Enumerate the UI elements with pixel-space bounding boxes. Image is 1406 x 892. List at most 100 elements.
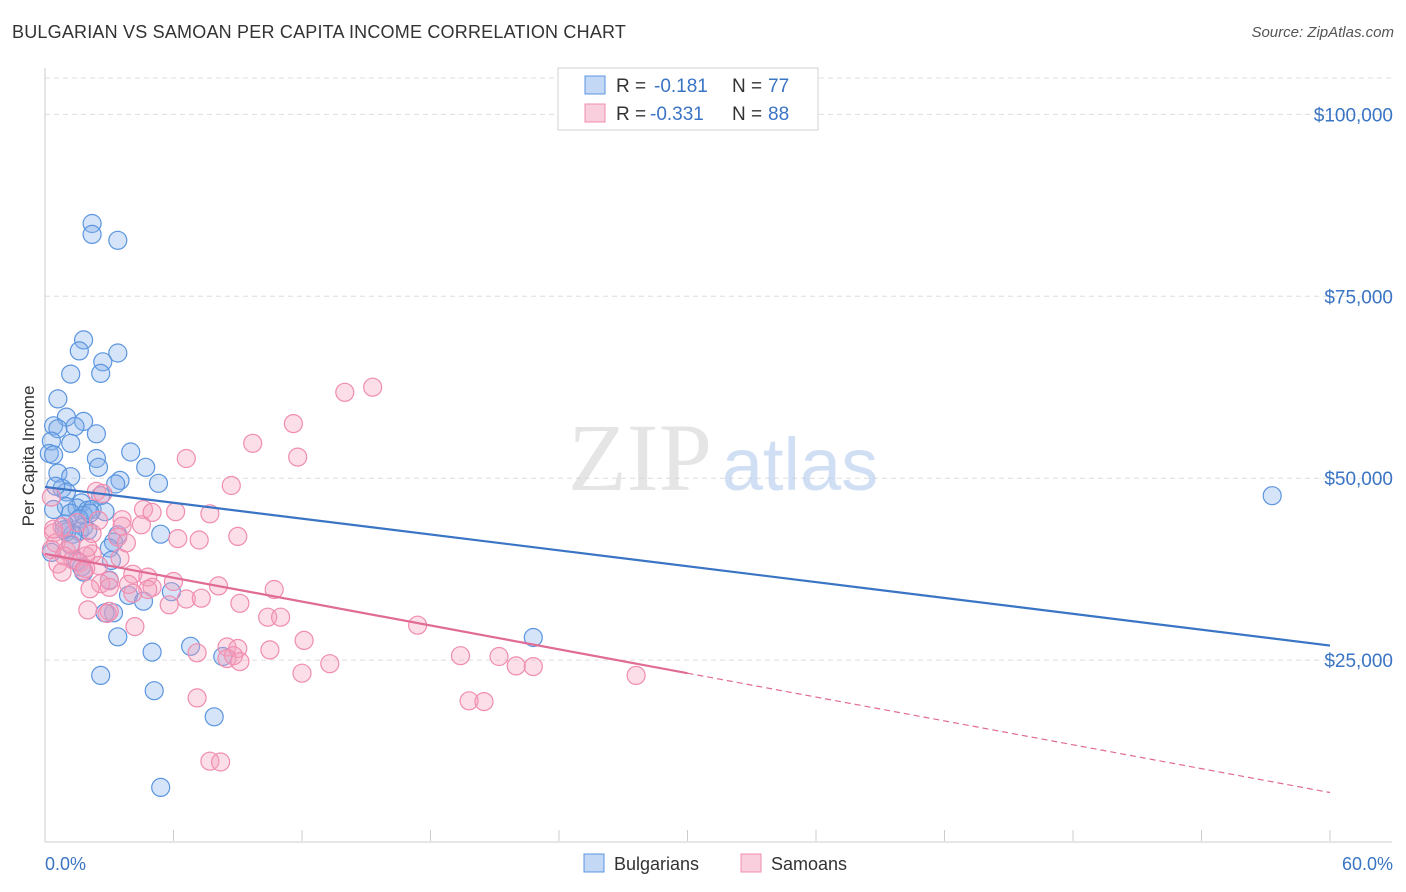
data-point-bulgarian <box>108 627 128 647</box>
legend-r-value-2: -0.331 <box>650 104 704 125</box>
data-point-samoan <box>489 646 509 667</box>
data-point-bulgarian <box>142 642 162 662</box>
data-point-samoan <box>168 528 188 549</box>
x-tick-label-start: 0.0% <box>45 854 86 874</box>
data-point-bulgarian <box>144 681 164 701</box>
data-point-samoan <box>78 600 98 620</box>
data-point-samoan <box>176 589 196 609</box>
data-point-bulgarian <box>108 230 128 250</box>
data-point-samoan <box>228 526 248 547</box>
data-point-bulgarian <box>69 341 89 361</box>
series-legend-label-samoans: Samoans <box>771 854 847 874</box>
data-point-samoan <box>523 656 543 677</box>
data-point-samoan <box>78 537 98 557</box>
data-point-samoan <box>131 515 151 535</box>
data-point-samoan <box>41 487 62 507</box>
data-point-samoan <box>200 504 220 524</box>
data-point-samoan <box>200 751 220 771</box>
data-point-samoan <box>142 502 162 523</box>
data-point-samoan <box>110 548 130 568</box>
data-point-samoan <box>189 530 209 550</box>
data-point-samoan <box>506 656 526 676</box>
data-point-samoan <box>187 688 207 708</box>
watermark-zip: ZIP <box>568 404 712 511</box>
series-legend-swatch-bulgarians <box>583 853 605 873</box>
data-point-bulgarian <box>106 474 126 494</box>
data-point-samoan <box>450 646 471 666</box>
data-point-samoan <box>99 577 119 597</box>
data-point-bulgarian <box>82 213 102 234</box>
data-point-samoan <box>320 654 340 674</box>
data-point-samoan <box>123 583 143 603</box>
y-tick-label: $100,000 <box>1314 105 1393 126</box>
data-point-samoan <box>159 595 179 615</box>
watermark: ZIP atlas <box>568 404 878 511</box>
data-point-bulgarian <box>61 433 81 453</box>
data-point-bulgarian <box>61 364 81 384</box>
data-point-samoan <box>97 603 117 624</box>
data-point-samoan <box>67 512 87 533</box>
series-legend: Bulgarians Samoans <box>583 853 847 874</box>
trend-line-samoans <box>44 552 688 675</box>
data-point-samoan <box>187 643 207 663</box>
data-point-bulgarian <box>91 363 111 383</box>
data-point-samoan <box>211 752 231 772</box>
y-tick-label: $25,000 <box>1324 651 1393 672</box>
data-point-bulgarian <box>204 707 224 727</box>
data-point-samoan <box>474 691 494 712</box>
trend-line-samoans-extension <box>687 672 1331 794</box>
data-point-samoan <box>288 447 308 467</box>
data-point-bulgarian <box>121 442 141 462</box>
data-point-samoan <box>292 663 312 683</box>
data-point-samoan <box>230 651 250 672</box>
data-point-bulgarian <box>65 416 85 437</box>
data-point-samoan <box>166 502 186 522</box>
data-point-samoan <box>73 560 94 581</box>
y-tick-label: $50,000 <box>1324 469 1393 490</box>
series-legend-label-bulgarians: Bulgarians <box>614 854 699 874</box>
legend-r-label-1: R = <box>616 76 646 97</box>
data-point-bulgarian <box>136 457 156 477</box>
chart-title: BULGARIAN VS SAMOAN PER CAPITA INCOME CO… <box>12 22 627 42</box>
data-point-samoan <box>294 630 314 651</box>
data-point-samoan <box>118 574 139 595</box>
x-tick-label-end: 60.0% <box>1342 854 1393 874</box>
data-point-samoan <box>283 414 303 434</box>
legend-swatch-samoans <box>584 103 606 123</box>
data-point-bulgarian <box>48 419 68 439</box>
data-point-samoan <box>363 377 383 397</box>
legend-n-label-2: N = <box>732 104 762 125</box>
data-point-bulgarian <box>91 665 111 686</box>
legend-r-label-2: R = <box>616 104 646 125</box>
legend-r-value-1: -0.181 <box>654 76 708 97</box>
data-point-samoan <box>43 519 64 539</box>
data-point-bulgarian <box>86 424 107 444</box>
data-point-bulgarian <box>88 457 109 477</box>
legend-swatch-bulgarians <box>584 75 606 95</box>
legend-n-value-1: 77 <box>768 76 789 97</box>
data-point-bulgarian <box>1262 486 1282 506</box>
data-point-bulgarian <box>151 777 171 798</box>
data-point-samoan <box>163 571 184 592</box>
data-point-samoan <box>191 588 211 608</box>
data-point-samoan <box>260 640 280 660</box>
data-point-samoan <box>626 665 646 686</box>
data-point-samoan <box>271 607 291 627</box>
source-note: Source: ZipAtlas.com <box>1251 24 1394 41</box>
data-point-samoan <box>138 579 158 600</box>
data-point-samoan <box>125 616 145 637</box>
data-point-samoan <box>230 593 250 613</box>
grid-layer <box>45 77 1392 661</box>
data-point-samoan <box>80 579 100 599</box>
data-point-bulgarian <box>56 482 77 502</box>
data-point-samoan <box>243 433 263 453</box>
axis-layer: $25,000 $50,000 $75,000 $100,000 0.0% 60.0% <box>44 68 1393 874</box>
series-legend-swatch-samoans <box>740 853 762 873</box>
data-point-bulgarian <box>148 473 169 493</box>
data-point-bulgarian <box>133 591 154 611</box>
points-layer <box>39 213 1282 798</box>
data-point-bulgarian <box>151 524 171 544</box>
data-point-samoan <box>52 562 72 582</box>
stats-legend: R = -0.181 N = 77 R = -0.331 N = 88 <box>557 67 819 131</box>
